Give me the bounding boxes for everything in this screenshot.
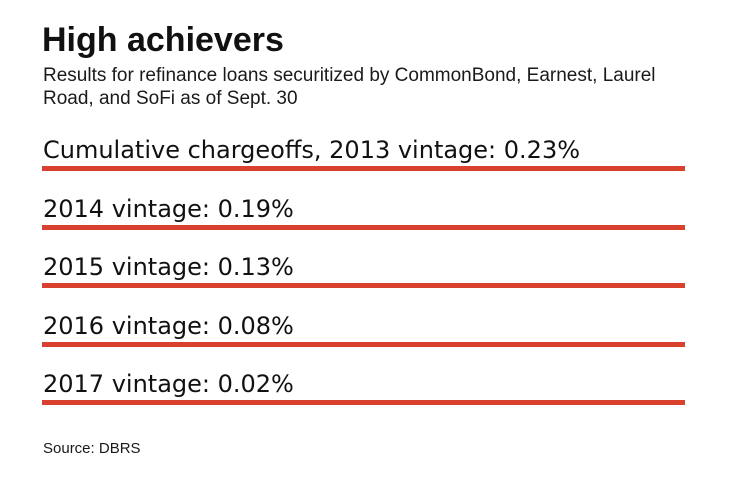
chart-title: High achievers	[42, 21, 284, 59]
row-label-2014: 2014 vintage: 0.19%	[43, 194, 294, 223]
row-rule-2015	[42, 283, 685, 288]
row-rule-2014	[42, 224, 685, 230]
row-rule-2016	[42, 341, 685, 347]
row-label-2013: Cumulative chargeoffs, 2013 vintage: 0.2…	[43, 136, 581, 164]
row-label-2017: 2017 vintage: 0.02%	[43, 370, 294, 398]
source-note: Source: DBRS	[43, 440, 141, 457]
row-label-2016: 2016 vintage: 0.08%	[43, 311, 294, 340]
row-rule-2017	[42, 400, 685, 405]
chart-subtitle: Results for refinance loans securitized …	[43, 65, 656, 109]
row-label-2015: 2015 vintage: 0.13%	[43, 253, 294, 281]
row-rule-2013	[42, 166, 685, 171]
